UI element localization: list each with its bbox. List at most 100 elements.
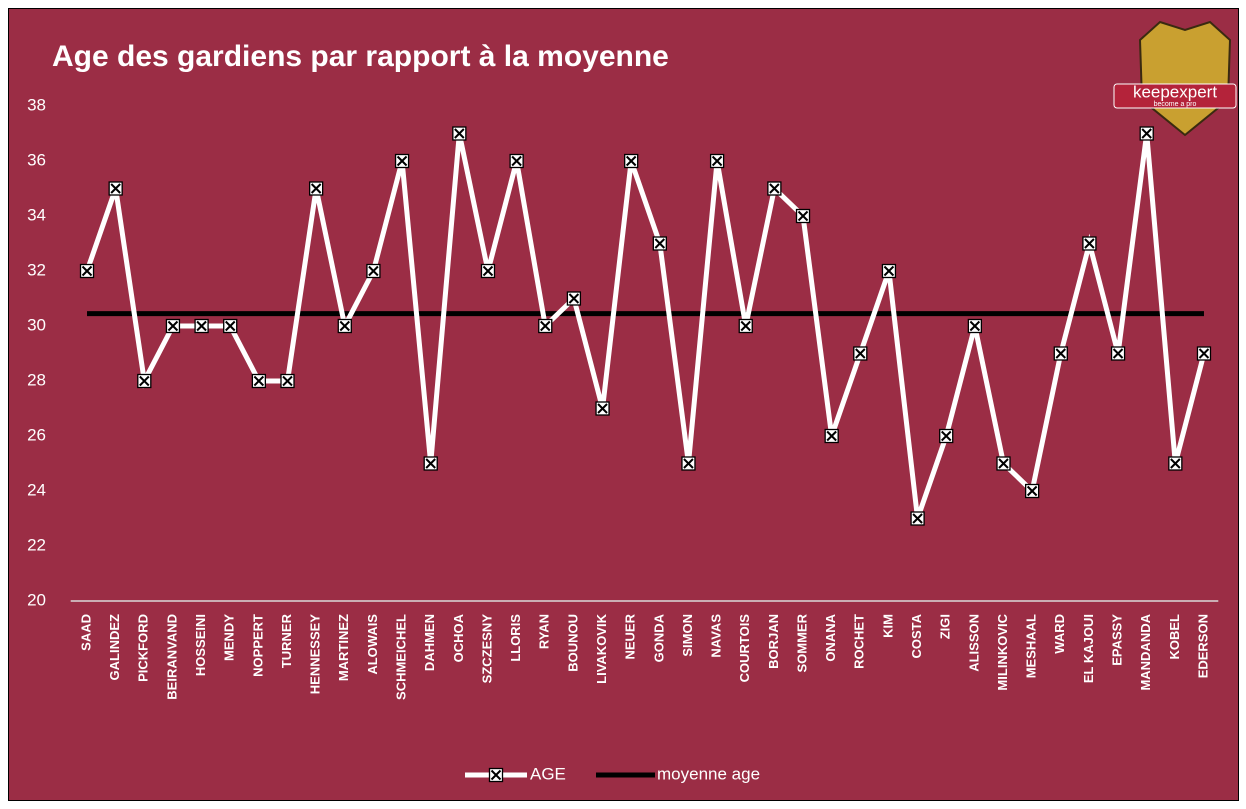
marker-x <box>941 430 952 442</box>
x-tick-label: GONDA <box>651 613 666 662</box>
marker-x <box>482 265 494 277</box>
marker-x <box>969 320 981 332</box>
point-marker <box>223 318 238 334</box>
marker-x <box>396 155 408 167</box>
point-marker <box>566 291 582 306</box>
chart-title: Age des gardiens par rapport à la moyenn… <box>52 40 669 73</box>
x-tick-label: WARD <box>1052 614 1067 654</box>
marker-x <box>540 320 551 332</box>
x-tick-label: COURTOIS <box>737 614 752 683</box>
x-tick-label: TURNER <box>279 613 294 668</box>
point-marker <box>194 318 209 334</box>
marker-x <box>490 769 502 781</box>
x-tick-label: ROCHET <box>852 614 867 669</box>
x-tick-label: NAVAS <box>709 614 724 658</box>
x-tick-label: BORJAN <box>766 614 781 669</box>
point-marker <box>996 456 1011 471</box>
point-marker <box>624 153 639 169</box>
y-tick-label: 24 <box>27 480 46 499</box>
marker-x <box>883 265 895 277</box>
x-tick-label: KOBEL <box>1167 614 1182 660</box>
point-marker <box>79 263 95 279</box>
point-marker <box>452 126 467 141</box>
marker-x <box>654 238 666 249</box>
x-tick-label: DAHMEN <box>422 614 437 671</box>
marker-x <box>568 293 580 304</box>
marker-x <box>683 458 694 469</box>
point-marker <box>137 373 152 389</box>
x-tick-label: MESHAAL <box>1024 614 1039 678</box>
marker-x <box>769 183 780 194</box>
x-tick-label: SCHMEICHEL <box>393 614 408 700</box>
x-tick-label: SZCZESNY <box>479 614 494 684</box>
marker-x <box>625 155 637 167</box>
x-tick-label: BEIRANVAND <box>164 614 179 700</box>
x-tick-label: NOPPERT <box>250 614 265 677</box>
y-tick-label: 20 <box>27 590 46 609</box>
x-tick-label: EDERSON <box>1195 614 1210 678</box>
legend-marker <box>488 767 504 783</box>
x-tick-label: PICKFORD <box>136 614 151 682</box>
point-marker <box>1168 456 1183 471</box>
marker-x <box>912 513 923 524</box>
x-tick-label: ZIGI <box>938 614 953 639</box>
point-marker <box>1082 236 1097 251</box>
x-tick-label: LIVAKOVIK <box>594 613 609 683</box>
marker-x <box>511 155 522 167</box>
x-tick-label: ONANA <box>823 613 838 661</box>
marker-x <box>425 458 436 469</box>
point-marker <box>681 456 696 471</box>
marker-x <box>1055 348 1066 359</box>
chart-background <box>8 8 1239 801</box>
x-tick-label: MENDY <box>222 614 237 661</box>
marker-x <box>1170 458 1181 469</box>
marker-x <box>253 375 265 387</box>
x-tick-label: GALINDEZ <box>107 614 122 681</box>
y-tick-label: 34 <box>27 205 46 224</box>
marker-x <box>454 128 465 139</box>
logo-tagline: become a pro <box>1154 101 1197 108</box>
marker-x <box>1026 485 1038 497</box>
marker-x <box>998 458 1009 469</box>
point-marker <box>795 208 811 224</box>
marker-x <box>740 320 751 332</box>
point-marker <box>709 153 725 169</box>
x-tick-label: LLORIS <box>508 614 523 662</box>
point-marker <box>108 181 123 196</box>
x-tick-label: COSTA <box>909 613 924 658</box>
x-tick-label: KIM <box>880 614 895 638</box>
y-tick-label: 28 <box>27 370 46 389</box>
point-marker <box>767 181 782 196</box>
x-tick-label: HOSSEINI <box>193 614 208 676</box>
point-marker <box>595 401 610 416</box>
x-tick-label: SIMON <box>680 614 695 657</box>
point-marker <box>366 263 381 279</box>
y-tick-label: 22 <box>27 535 46 554</box>
point-marker <box>1024 483 1040 499</box>
marker-x <box>797 210 809 222</box>
point-marker <box>423 456 438 471</box>
point-marker <box>853 346 868 361</box>
marker-x <box>310 183 322 194</box>
point-marker <box>1053 346 1068 361</box>
marker-x <box>1141 128 1152 139</box>
point-marker <box>738 318 753 334</box>
marker-x <box>368 265 379 277</box>
marker-x <box>167 320 179 332</box>
marker-x <box>225 320 236 332</box>
y-tick-label: 30 <box>27 315 46 334</box>
x-tick-label: ALOWAIS <box>365 614 380 675</box>
y-tick-label: 26 <box>27 425 46 444</box>
point-marker <box>967 318 983 334</box>
point-marker <box>881 263 897 279</box>
logo: keepexpert become a pro <box>1113 20 1237 137</box>
y-tick-label: 36 <box>27 150 46 169</box>
series-line <box>84 132 1207 520</box>
marker-x <box>282 375 293 387</box>
legend-label: moyenne age <box>657 764 760 783</box>
marker-x <box>711 155 723 167</box>
x-tick-label: MANDANDA <box>1138 613 1153 690</box>
x-tick-label: SOMMER <box>794 613 809 672</box>
point-marker <box>824 428 839 444</box>
